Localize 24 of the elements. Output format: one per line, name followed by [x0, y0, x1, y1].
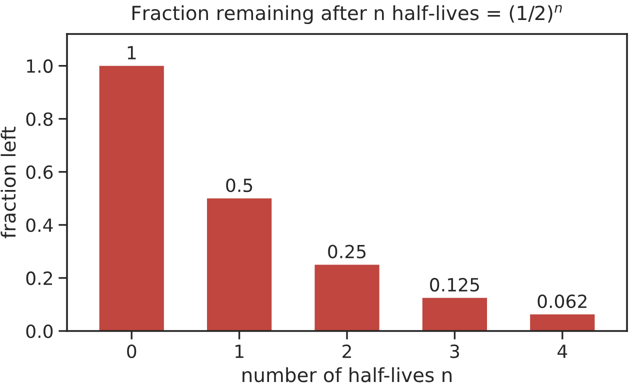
y-tick-label: 1.0	[27, 59, 53, 73]
data-label: 0.125	[430, 278, 479, 292]
data-label: 0.25	[328, 244, 366, 258]
bar	[314, 264, 380, 331]
x-tick-label: 4	[558, 344, 568, 358]
y-tick-label: 0.0	[26, 324, 53, 338]
bar	[99, 66, 164, 331]
bar	[422, 298, 487, 331]
y-tick-label: 0.6	[26, 165, 53, 180]
x-tick-label: 0	[127, 344, 136, 358]
bar	[530, 314, 595, 331]
bar	[207, 198, 272, 331]
y-tick-label: 0.8	[26, 112, 53, 126]
data-label: 0.062	[538, 294, 586, 308]
x-axis-title: number of half-lives n	[242, 367, 452, 382]
x-tick-label: 1	[236, 344, 244, 358]
data-label: 0.5	[226, 178, 252, 192]
data-label: 1	[128, 46, 136, 60]
y-tick-label: 0.2	[26, 271, 52, 286]
y-axis-title: fraction left	[0, 126, 16, 238]
x-tick-label: 3	[450, 344, 459, 358]
chart-title: Fraction remaining after n half-lives = (1/2)$^{n}$	[132, 4, 562, 24]
y-tick-label: 0.4	[26, 218, 53, 232]
x-tick-label: 2	[342, 344, 351, 358]
